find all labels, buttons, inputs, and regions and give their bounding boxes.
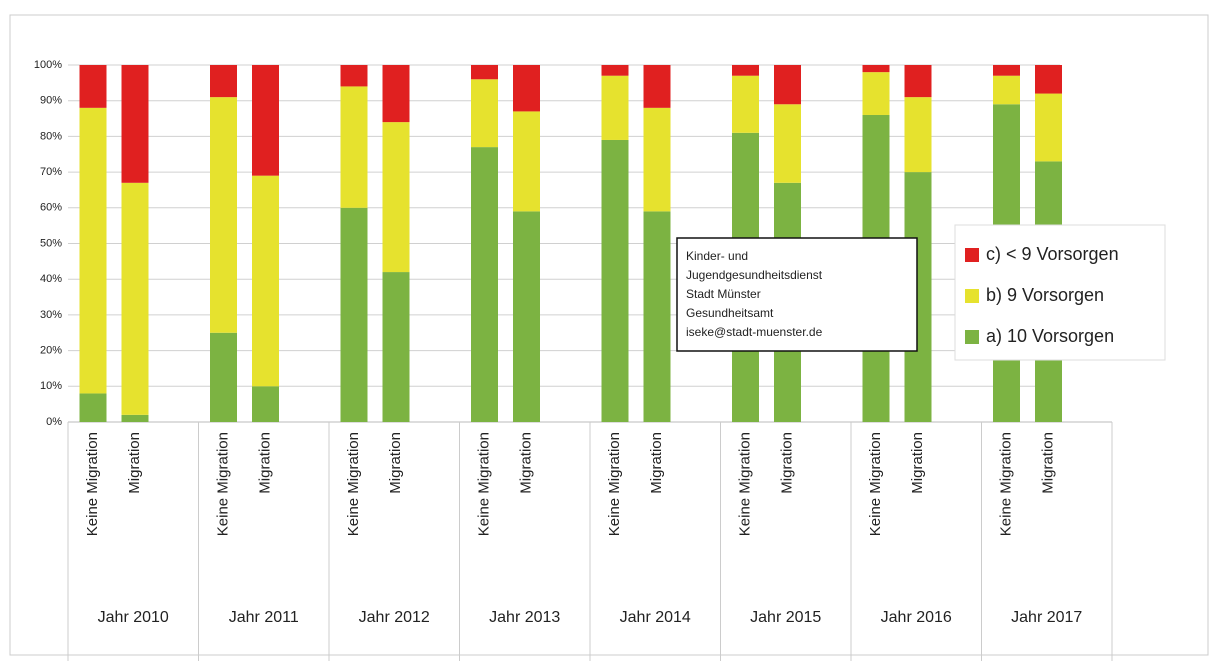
x-tick-label: Keine Migration: [736, 432, 753, 536]
bar-segment: [471, 65, 498, 80]
y-tick-label: 40%: [40, 273, 62, 285]
y-tick-label: 0%: [46, 416, 62, 428]
bar-segment: [79, 65, 107, 108]
bar-segment: [1035, 65, 1062, 94]
bar-segment: [210, 65, 237, 98]
bar-segment: [513, 211, 540, 422]
bar-segment: [121, 65, 149, 183]
x-tick-label: Keine Migration: [214, 432, 231, 536]
x-tick-label: Migration: [517, 432, 534, 494]
y-tick-label: 30%: [40, 309, 62, 321]
x-tick-label: Keine Migration: [475, 432, 492, 536]
x-tick-label: Keine Migration: [606, 432, 623, 536]
bar-segment: [601, 75, 629, 140]
x-tick-label: Keine Migration: [867, 432, 884, 536]
bar-segment: [643, 211, 671, 422]
bar-segment: [210, 97, 237, 333]
bar-segment: [210, 332, 237, 422]
bar-segment: [382, 122, 410, 273]
group-label: Jahr 2013: [489, 609, 560, 626]
bar-segment: [732, 75, 759, 133]
legend-swatch: [965, 248, 979, 262]
bar-segment: [601, 139, 629, 422]
group-label: Jahr 2015: [750, 609, 821, 626]
legend-box: [954, 224, 1166, 361]
x-tick-label: Migration: [256, 432, 273, 494]
bar-segment: [471, 147, 498, 423]
x-tick-label: Migration: [387, 432, 404, 494]
bar-segment: [643, 65, 671, 108]
bar-segment: [513, 65, 540, 112]
bar-segment: [643, 107, 671, 212]
x-tick-label: Migration: [126, 432, 143, 494]
x-tick-label: Migration: [1039, 432, 1056, 494]
group-label: Jahr 2014: [620, 609, 691, 626]
legend-swatch: [965, 289, 979, 303]
bar-segment: [601, 65, 629, 76]
group-label: Jahr 2011: [229, 609, 299, 626]
bar-segment: [79, 107, 107, 394]
bar-segment: [904, 65, 932, 98]
x-tick-label: Migration: [648, 432, 665, 494]
chart-frame: [9, 14, 1209, 656]
bar-segment: [904, 97, 932, 173]
bar-segment: [382, 65, 410, 123]
annotation-line: Stadt Münster: [686, 287, 761, 301]
bar-segment: [252, 175, 279, 387]
bar-segment: [79, 393, 107, 422]
bar-segment: [121, 182, 149, 415]
y-tick-label: 20%: [40, 345, 62, 357]
bar-segment: [252, 386, 279, 422]
y-tick-label: 80%: [40, 130, 62, 142]
bar-segment: [121, 414, 149, 422]
bar-segment: [862, 65, 890, 73]
bar-segment: [774, 104, 801, 183]
bar-segment: [993, 65, 1020, 76]
bar-segment: [862, 72, 890, 115]
x-tick-label: Keine Migration: [997, 432, 1014, 536]
group-label: Jahr 2017: [1011, 609, 1082, 626]
y-tick-label: 10%: [40, 380, 62, 392]
bar-segment: [774, 65, 801, 105]
annotation-line: Jugendgesundheitsdienst: [686, 268, 823, 282]
bar-segment: [513, 111, 540, 212]
y-tick-label: 60%: [40, 202, 62, 214]
annotation-line: Kinder- und: [686, 249, 748, 263]
bar-segment: [993, 75, 1020, 105]
x-tick-label: Keine Migration: [84, 432, 101, 536]
annotation-line: Gesundheitsamt: [686, 306, 774, 320]
bar-segment: [340, 86, 368, 208]
y-tick-label: 90%: [40, 95, 62, 107]
legend-swatch: [965, 330, 979, 344]
bar-segment: [1035, 93, 1062, 162]
y-tick-label: 70%: [40, 166, 62, 178]
legend-label: c) < 9 Vorsorgen: [986, 244, 1119, 264]
legend-label: a) 10 Vorsorgen: [986, 326, 1114, 346]
x-tick-label: Keine Migration: [345, 432, 362, 536]
bar-segment: [340, 65, 368, 87]
group-label: Jahr 2010: [98, 609, 169, 626]
bar-segment: [732, 65, 759, 76]
group-label: Jahr 2016: [881, 609, 952, 626]
legend-label: b) 9 Vorsorgen: [986, 285, 1104, 305]
y-tick-label: 100%: [34, 59, 62, 71]
bar-segment: [382, 272, 410, 422]
bar-segment: [252, 65, 279, 176]
x-tick-label: Migration: [909, 432, 926, 494]
y-tick-label: 50%: [40, 237, 62, 249]
bar-segment: [340, 207, 368, 422]
annotation-line: iseke@stadt-muenster.de: [686, 325, 823, 339]
annotation-box: [676, 237, 918, 352]
group-label: Jahr 2012: [359, 609, 430, 626]
bar-segment: [471, 79, 498, 148]
x-tick-label: Migration: [778, 432, 795, 494]
